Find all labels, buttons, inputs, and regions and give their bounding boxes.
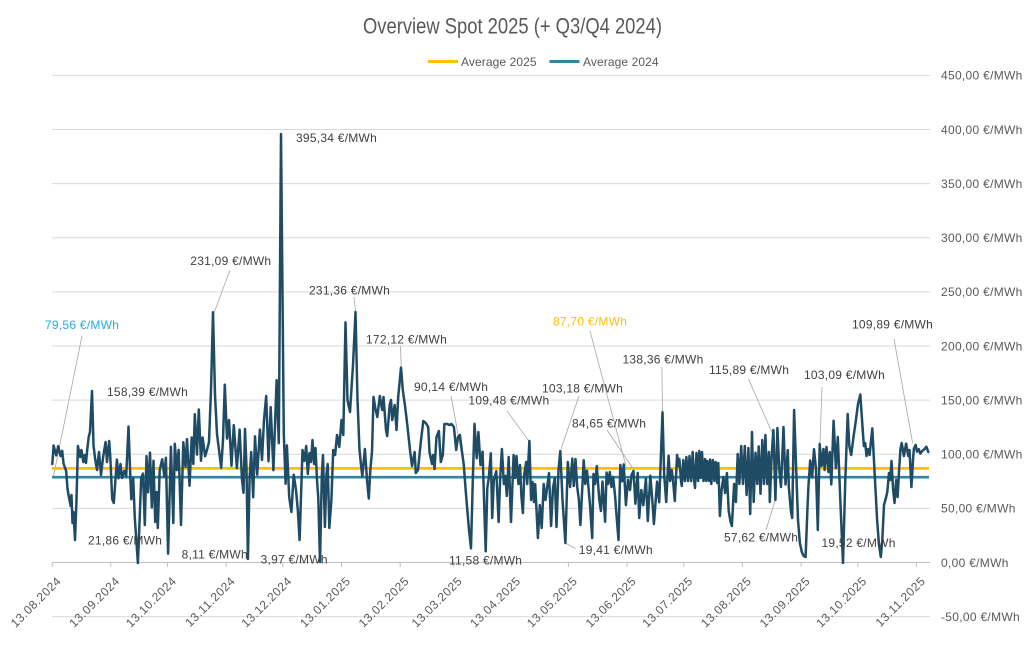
svg-text:19,41 €/MWh: 19,41 €/MWh (579, 543, 653, 557)
svg-text:109,89 €/MWh: 109,89 €/MWh (852, 317, 933, 331)
svg-text:100,00 €/MWh: 100,00 €/MWh (941, 448, 1023, 462)
svg-text:231,36 €/MWh: 231,36 €/MWh (309, 283, 390, 297)
svg-text:172,12 €/MWh: 172,12 €/MWh (366, 332, 447, 346)
svg-text:138,36 €/MWh: 138,36 €/MWh (623, 352, 704, 366)
svg-text:79,56 €/MWh: 79,56 €/MWh (45, 318, 119, 332)
svg-text:109,48 €/MWh: 109,48 €/MWh (468, 393, 549, 407)
svg-text:21,86 €/MWh: 21,86 €/MWh (88, 533, 162, 547)
svg-text:300,00 €/MWh: 300,00 €/MWh (941, 231, 1023, 245)
svg-text:11,58 €/MWh: 11,58 €/MWh (449, 553, 522, 567)
svg-text:200,00 €/MWh: 200,00 €/MWh (941, 339, 1023, 353)
svg-text:150,00 €/MWh: 150,00 €/MWh (941, 393, 1023, 407)
svg-text:19,52 €/MWh: 19,52 €/MWh (822, 536, 896, 550)
svg-text:250,00 €/MWh: 250,00 €/MWh (941, 285, 1023, 299)
svg-text:231,09 €/MWh: 231,09 €/MWh (190, 254, 271, 268)
svg-text:Average 2024: Average 2024 (583, 55, 659, 69)
svg-text:103,09 €/MWh: 103,09 €/MWh (804, 368, 885, 382)
svg-text:50,00 €/MWh: 50,00 €/MWh (941, 502, 1016, 516)
svg-text:395,34 €/MWh: 395,34 €/MWh (296, 131, 377, 145)
svg-text:450,00 €/MWh: 450,00 €/MWh (941, 69, 1023, 83)
svg-text:400,00 €/MWh: 400,00 €/MWh (941, 123, 1023, 137)
svg-text:Overview Spot 2025 (+ Q3/Q4 20: Overview Spot 2025 (+ Q3/Q4 2024) (363, 14, 662, 39)
svg-text:350,00 €/MWh: 350,00 €/MWh (941, 177, 1023, 191)
svg-text:90,14 €/MWh: 90,14 €/MWh (414, 380, 488, 394)
svg-text:158,39 €/MWh: 158,39 €/MWh (107, 385, 188, 399)
svg-text:8,11 €/MWh: 8,11 €/MWh (182, 547, 248, 561)
svg-text:Average 2025: Average 2025 (461, 55, 537, 69)
svg-text:57,62 €/MWh: 57,62 €/MWh (724, 530, 798, 544)
svg-text:0,00 €/MWh: 0,00 €/MWh (941, 556, 1009, 570)
svg-text:87,70 €/MWh: 87,70 €/MWh (553, 314, 627, 328)
svg-text:3,97 €/MWh: 3,97 €/MWh (261, 553, 328, 567)
svg-text:115,89 €/MWh: 115,89 €/MWh (709, 363, 789, 377)
svg-text:84,65 €/MWh: 84,65 €/MWh (572, 416, 646, 430)
svg-text:-50,00 €/MWh: -50,00 €/MWh (941, 610, 1020, 624)
svg-text:103,18 €/MWh: 103,18 €/MWh (542, 381, 623, 395)
